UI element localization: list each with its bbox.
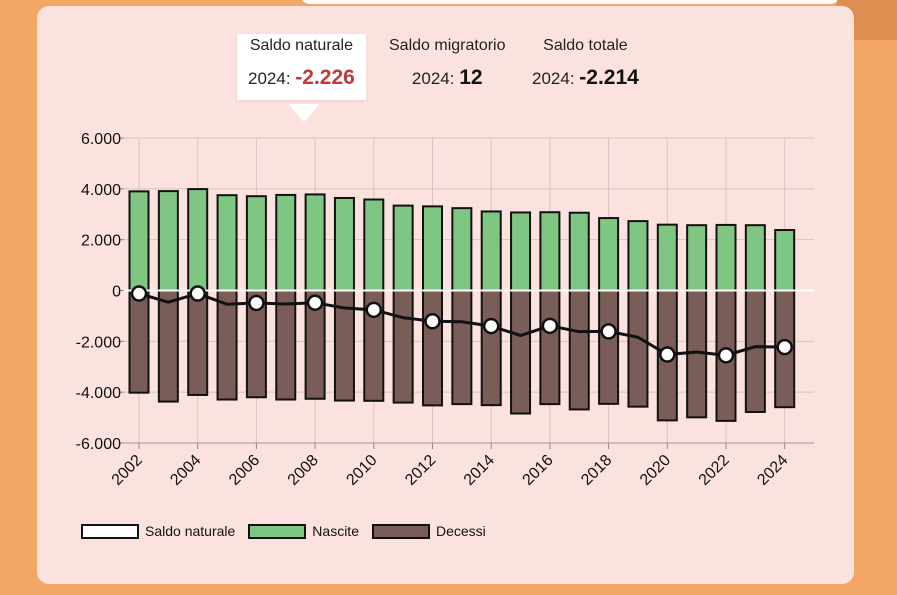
y-tick-label: 4.000 bbox=[81, 182, 121, 199]
selection-pointer bbox=[288, 104, 320, 122]
legend-swatch-saldo-naturale bbox=[81, 523, 139, 539]
legend-label-nascite: Nascite bbox=[312, 523, 359, 539]
legend-swatch-decessi bbox=[371, 523, 430, 539]
bar-decessi bbox=[157, 289, 179, 403]
bar-decessi bbox=[392, 289, 414, 404]
bar-nascite bbox=[422, 205, 443, 292]
point-saldo-naturale bbox=[189, 285, 206, 302]
bar-nascite bbox=[157, 190, 179, 292]
bar-nascite bbox=[510, 211, 532, 292]
x-tick-label: 2024 bbox=[754, 452, 791, 489]
y-tick-label: -4.000 bbox=[76, 385, 121, 402]
bar-nascite bbox=[480, 210, 502, 292]
bar-nascite bbox=[744, 224, 766, 292]
legend-label-saldo-naturale: Saldo naturale bbox=[145, 523, 236, 539]
bar-decessi bbox=[480, 289, 502, 407]
stat-saldo-migratorio[interactable]: Saldo migratorio 2024: 12 bbox=[389, 37, 506, 90]
point-saldo-naturale bbox=[248, 294, 265, 312]
bar-nascite bbox=[686, 224, 708, 292]
bar-decessi bbox=[627, 289, 649, 408]
line-saldo-naturale bbox=[138, 291, 785, 357]
bar-nascite bbox=[333, 196, 355, 292]
x-tick-label: 2020 bbox=[637, 452, 674, 489]
bar-decessi bbox=[510, 289, 532, 415]
bar-nascite bbox=[715, 223, 737, 292]
bar-nascite bbox=[627, 220, 649, 292]
bar-nascite bbox=[656, 223, 678, 292]
x-tick-label: 2004 bbox=[167, 452, 204, 489]
legend-label-decessi: Decessi bbox=[435, 523, 486, 539]
chart-legend: Saldo naturale Nascite Decessi bbox=[81, 523, 499, 539]
x-tick-label: 2022 bbox=[696, 452, 733, 489]
y-tick-label: 2.000 bbox=[81, 233, 121, 250]
point-saldo-naturale bbox=[365, 301, 383, 319]
x-tick-label: 2006 bbox=[226, 452, 263, 489]
bar-nascite bbox=[216, 194, 238, 292]
legend-swatch-nascite bbox=[248, 523, 307, 539]
stat-saldo-totale[interactable]: Saldo totale 2024: -2.214 bbox=[532, 37, 639, 90]
bar-nascite bbox=[304, 193, 326, 292]
point-saldo-naturale bbox=[306, 294, 324, 311]
stat-migratory-value: 12 bbox=[459, 66, 483, 89]
bar-nascite bbox=[392, 204, 414, 292]
point-saldo-naturale bbox=[659, 346, 676, 363]
x-tick-label: 2002 bbox=[109, 452, 146, 489]
x-tick-label: 2018 bbox=[578, 452, 615, 489]
bar-nascite bbox=[568, 211, 590, 292]
y-tick-label: 0 bbox=[112, 284, 121, 301]
bar-nascite bbox=[275, 193, 297, 292]
top-panel-edge bbox=[300, 0, 840, 4]
x-tick-label: 2010 bbox=[343, 452, 380, 489]
bar-decessi bbox=[598, 289, 620, 405]
point-saldo-naturale bbox=[482, 317, 500, 335]
stat-total-value: -2.214 bbox=[579, 66, 639, 89]
bar-decessi bbox=[744, 289, 766, 413]
point-saldo-naturale bbox=[130, 285, 148, 302]
point-saldo-naturale bbox=[424, 313, 441, 330]
point-saldo-naturale bbox=[600, 323, 617, 340]
stat-total-year: 2024: bbox=[532, 69, 575, 88]
bar-nascite bbox=[539, 211, 561, 292]
stat-natural-year: 2024: bbox=[248, 69, 291, 88]
stat-migratory-year: 2024: bbox=[411, 69, 455, 88]
point-saldo-naturale bbox=[776, 338, 793, 356]
bar-decessi bbox=[539, 289, 561, 406]
bar-nascite bbox=[245, 195, 267, 292]
point-saldo-naturale bbox=[717, 347, 735, 364]
bar-nascite bbox=[363, 198, 385, 292]
bar-nascite bbox=[774, 229, 796, 292]
y-tick-label: -2.000 bbox=[76, 334, 121, 351]
legend-item-decessi[interactable]: Decessi bbox=[371, 523, 486, 539]
bar-nascite bbox=[187, 188, 209, 292]
legend-item-saldo-naturale[interactable]: Saldo naturale bbox=[81, 523, 235, 539]
x-tick-label: 2008 bbox=[285, 452, 322, 489]
bar-decessi bbox=[275, 289, 297, 401]
bar-decessi bbox=[568, 289, 590, 411]
stat-migratory-label: Saldo migratorio bbox=[389, 37, 506, 54]
bar-decessi bbox=[187, 289, 209, 396]
bar-nascite bbox=[451, 207, 473, 292]
x-tick-label: 2014 bbox=[461, 452, 498, 489]
stat-natural-value: -2.226 bbox=[295, 66, 355, 89]
bar-decessi bbox=[128, 289, 150, 394]
stat-total-label: Saldo totale bbox=[543, 37, 628, 54]
bar-decessi bbox=[422, 289, 443, 407]
stat-saldo-naturale[interactable]: Saldo naturale 2024: -2.226 bbox=[237, 34, 366, 100]
bar-decessi bbox=[216, 289, 238, 401]
y-tick-label: 6.000 bbox=[81, 131, 121, 148]
legend-item-nascite[interactable]: Nascite bbox=[248, 523, 359, 539]
x-tick-label: 2016 bbox=[520, 452, 557, 489]
y-tick-label: -6.000 bbox=[76, 436, 121, 453]
bar-nascite bbox=[598, 217, 620, 292]
bar-decessi bbox=[451, 289, 473, 406]
stat-natural-label: Saldo naturale bbox=[249, 37, 353, 54]
x-tick-label: 2012 bbox=[402, 452, 439, 489]
point-saldo-naturale bbox=[541, 317, 559, 335]
bar-nascite bbox=[128, 190, 150, 292]
